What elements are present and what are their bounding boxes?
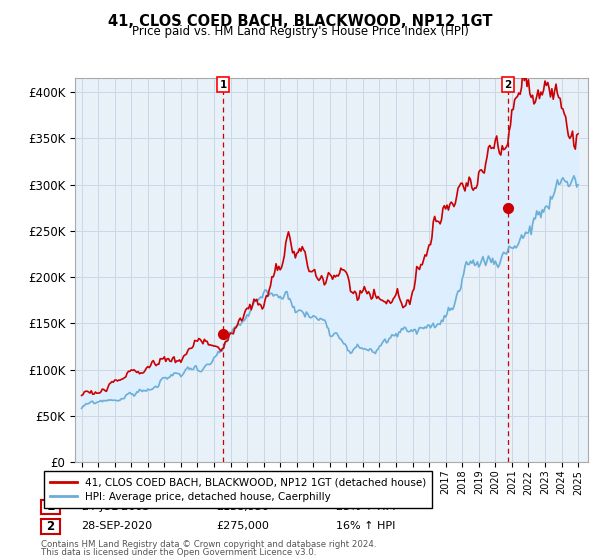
Text: 1: 1 [220, 80, 227, 90]
Text: 41, CLOS COED BACH, BLACKWOOD, NP12 1GT: 41, CLOS COED BACH, BLACKWOOD, NP12 1GT [108, 14, 492, 29]
Legend: 41, CLOS COED BACH, BLACKWOOD, NP12 1GT (detached house), HPI: Average price, de: 41, CLOS COED BACH, BLACKWOOD, NP12 1GT … [44, 471, 433, 508]
Text: 23% ↑ HPI: 23% ↑ HPI [336, 502, 395, 512]
Text: 24-JUL-2003: 24-JUL-2003 [81, 502, 149, 512]
Text: 1: 1 [46, 500, 55, 514]
Text: £138,950: £138,950 [216, 502, 269, 512]
Text: Contains HM Land Registry data © Crown copyright and database right 2024.: Contains HM Land Registry data © Crown c… [41, 540, 376, 549]
Text: 16% ↑ HPI: 16% ↑ HPI [336, 521, 395, 531]
Text: 28-SEP-2020: 28-SEP-2020 [81, 521, 152, 531]
Text: £275,000: £275,000 [216, 521, 269, 531]
Text: 2: 2 [504, 80, 511, 90]
Text: 2: 2 [46, 520, 55, 533]
Text: Price paid vs. HM Land Registry's House Price Index (HPI): Price paid vs. HM Land Registry's House … [131, 25, 469, 38]
Text: This data is licensed under the Open Government Licence v3.0.: This data is licensed under the Open Gov… [41, 548, 316, 557]
